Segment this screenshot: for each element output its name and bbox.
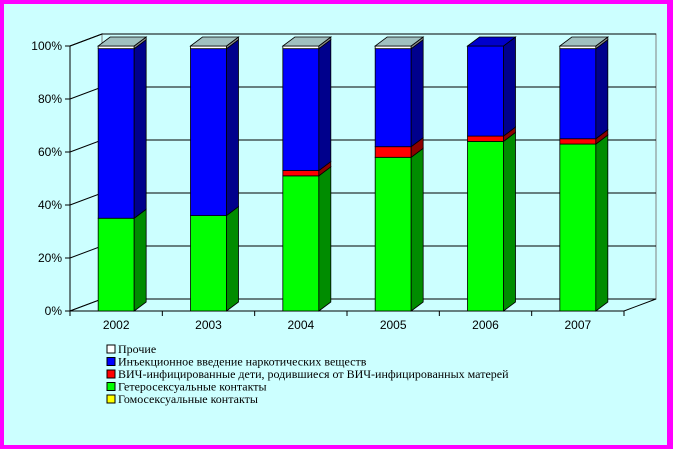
bar-segment-side bbox=[503, 131, 516, 312]
bar-group bbox=[373, 36, 425, 312]
y-tick-label: 80% bbox=[38, 92, 62, 106]
bar-segment-side bbox=[595, 38, 609, 140]
bar-top bbox=[466, 36, 517, 47]
bar-top bbox=[558, 36, 610, 47]
x-tick-label: 2005 bbox=[380, 318, 407, 332]
legend-label: ВИЧ-инфицированные дети, родившиеся от В… bbox=[118, 367, 509, 381]
legend-swatch bbox=[106, 357, 116, 366]
bar-segment bbox=[190, 48, 227, 216]
legend-label: Инъекционное введение наркотических веще… bbox=[118, 355, 367, 369]
bar-segment bbox=[467, 45, 504, 137]
bar-segment-side bbox=[595, 134, 609, 312]
bar-segment-side bbox=[503, 36, 516, 137]
legend-label: Гомосексуальные контакты bbox=[118, 392, 258, 406]
side-wall bbox=[69, 33, 103, 312]
bar-segment-side bbox=[318, 38, 332, 172]
y-tick-label: 60% bbox=[38, 145, 62, 159]
bar-top bbox=[373, 36, 425, 47]
chart-frame: 0% 20% 40% 60% 80% 100% 2002 2003 2004 2005 2006 2… bbox=[4, 4, 667, 445]
legend-swatch bbox=[106, 344, 116, 354]
legend-label: Прочие bbox=[118, 342, 156, 356]
legend-swatch bbox=[106, 382, 116, 391]
bar-segment bbox=[559, 48, 597, 140]
bar-segment-side bbox=[226, 38, 239, 217]
legend-label: Гетеросексуальные контакты bbox=[118, 380, 267, 394]
bar-segment-side bbox=[410, 147, 424, 312]
x-tick-label: 2002 bbox=[103, 318, 130, 332]
bar-segment bbox=[374, 146, 412, 158]
bar-segment bbox=[559, 138, 597, 145]
bars bbox=[96, 36, 610, 312]
bar-segment bbox=[374, 48, 412, 148]
bar-group bbox=[281, 36, 333, 312]
bar-group bbox=[189, 36, 240, 312]
bar-segment bbox=[374, 156, 412, 312]
bar-segment-side bbox=[318, 166, 332, 312]
y-tick-label: 0% bbox=[45, 304, 63, 318]
bar-top bbox=[96, 36, 148, 47]
bar-segment bbox=[97, 48, 135, 219]
bar-top bbox=[189, 36, 240, 47]
x-tick-label: 2004 bbox=[287, 318, 314, 332]
bar-segment bbox=[190, 215, 227, 312]
bar-group bbox=[466, 36, 517, 312]
y-tick-label: 40% bbox=[38, 198, 62, 212]
stacked-bar-chart: 0%20%40%60%80%100% 2002 2003 2004 2005 2006 2… bbox=[31, 33, 657, 406]
bar-segment bbox=[559, 143, 597, 312]
y-tick-label: 20% bbox=[38, 251, 62, 265]
bar-segment-side bbox=[226, 205, 239, 312]
x-tick-label: 2006 bbox=[472, 318, 499, 332]
bar-segment-side bbox=[133, 38, 147, 220]
bar-segment bbox=[97, 217, 135, 312]
bar-segment bbox=[467, 135, 504, 142]
bar-top bbox=[281, 36, 333, 47]
x-tick-label: 2007 bbox=[564, 318, 591, 332]
legend-swatch bbox=[106, 369, 116, 379]
x-tick-label: 2003 bbox=[195, 318, 222, 332]
y-axis-ticks: 0% 20% 40% 60% 80% 100% bbox=[31, 39, 71, 318]
bar-segment bbox=[282, 175, 320, 312]
bar-group bbox=[558, 36, 610, 312]
legend-swatch bbox=[106, 394, 116, 404]
bar-segment bbox=[282, 48, 320, 171]
bar-group bbox=[96, 36, 148, 312]
x-axis-ticks: 2002 2003 2004 2005 2006 2007 bbox=[69, 311, 625, 332]
bar-segment-side bbox=[133, 208, 147, 312]
gridline bbox=[69, 33, 656, 47]
bar-segment bbox=[467, 140, 504, 312]
bar-segment bbox=[282, 170, 320, 177]
y-tick-label: 100% bbox=[31, 39, 62, 53]
bar-segment-side bbox=[410, 38, 424, 148]
